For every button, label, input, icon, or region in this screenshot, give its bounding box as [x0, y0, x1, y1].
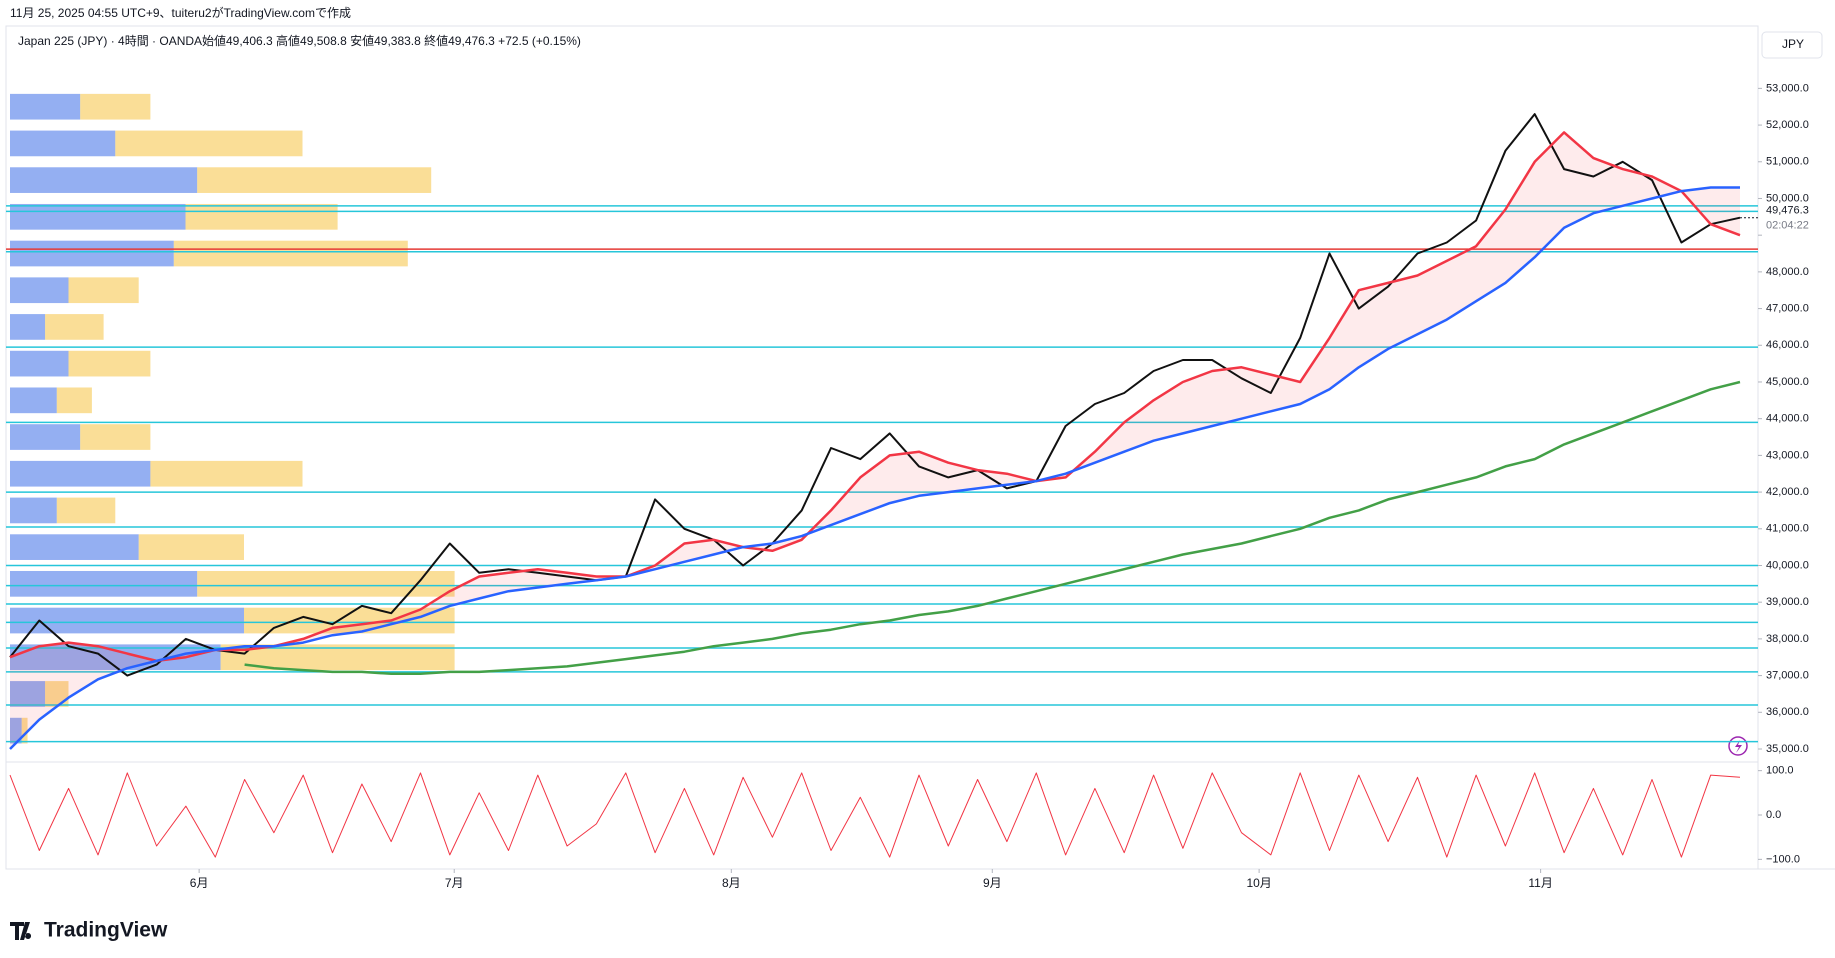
volume-up — [10, 167, 198, 193]
volume-up — [10, 460, 151, 487]
volume-up — [10, 277, 69, 304]
y-tick-label: 46,000.0 — [1766, 339, 1809, 351]
volume-up — [10, 717, 22, 744]
volume-up — [10, 681, 46, 707]
volume-down — [173, 240, 408, 267]
volume-down — [244, 607, 455, 634]
y-tick-label: 43,000.0 — [1766, 449, 1809, 461]
x-tick-label: 11月 — [1528, 876, 1552, 890]
volume-up — [10, 203, 186, 230]
y-tick-label: 44,000.0 — [1766, 413, 1809, 425]
caption: 11月 25, 2025 04:55 UTC+9、tuiteru2がTradin… — [10, 5, 351, 20]
series-line — [244, 380, 1741, 676]
volume-up — [10, 607, 244, 634]
volume-down — [150, 460, 303, 487]
volume-up — [10, 350, 69, 377]
y-tick-label: 53,000.0 — [1766, 82, 1809, 94]
y-tick-label: 39,000.0 — [1766, 596, 1809, 608]
y-tick-label: 48,000.0 — [1766, 266, 1809, 278]
pane: 35,000.0 36,000.0 37,000.0 38,000.0 39,000.0… — [6, 82, 1809, 890]
volume-down — [197, 570, 455, 597]
ohlc-legend: 始値49,406.3 高値49,508.8 安値49,383.8 終値49,47… — [202, 33, 581, 48]
volume-down — [197, 167, 432, 193]
volume-up — [10, 130, 116, 157]
y-tick-label: 41,000.0 — [1766, 523, 1809, 535]
y-tick-label: 100.0 — [1766, 765, 1794, 777]
y-tick-label: −100.0 — [1766, 853, 1800, 865]
volume-up — [10, 314, 46, 340]
volume-down — [21, 717, 28, 744]
x-tick-label: 9月 — [983, 876, 1002, 890]
series-line — [9, 131, 1741, 663]
volume-up — [10, 534, 139, 560]
y-tick-label: 37,000.0 — [1766, 669, 1809, 681]
volume-down — [138, 534, 244, 560]
y-tick-label: 35,000.0 — [1766, 743, 1809, 755]
volume-down — [56, 387, 92, 414]
series-line — [9, 113, 1741, 677]
logo: TradingView — [10, 919, 168, 942]
volume-up — [10, 424, 81, 450]
y-tick-label: 50,000.0 — [1766, 192, 1809, 204]
price-label: 49,476.3 — [1766, 205, 1809, 217]
pane: 100.0 0.0 −100.0 — [9, 765, 1800, 865]
y-tick-label: 0.0 — [1766, 809, 1781, 821]
x-tick-label: 6月 — [190, 876, 209, 890]
volume-down — [68, 277, 139, 304]
volume-down — [115, 130, 303, 157]
y-tick-label: 36,000.0 — [1766, 706, 1809, 718]
x-tick-label: 10月 — [1246, 876, 1271, 890]
logo-mark — [10, 922, 32, 940]
volume-down — [45, 681, 69, 707]
volume-down — [68, 350, 151, 377]
volume-up — [10, 240, 174, 267]
volume-up — [10, 570, 198, 597]
logo-text: TradingView — [44, 919, 168, 942]
volume-down — [45, 314, 104, 340]
y-tick-label: 51,000.0 — [1766, 156, 1809, 168]
y-tick-label: 40,000.0 — [1766, 559, 1809, 571]
volume-down — [56, 497, 116, 524]
y-tick-label: 45,000.0 — [1766, 376, 1809, 388]
volume-up — [10, 497, 57, 524]
x-tick-label: 7月 — [445, 876, 464, 890]
y-tick-label: 52,000.0 — [1766, 119, 1809, 131]
y-tick-label: 42,000.0 — [1766, 486, 1809, 498]
currency-label: JPY — [1782, 37, 1804, 51]
volume-up — [10, 387, 57, 414]
volume-down — [80, 424, 151, 450]
ma-fill — [10, 132, 1740, 749]
currency-button[interactable] — [1761, 31, 1823, 59]
x-tick-label: 8月 — [722, 876, 741, 890]
y-tick-label: 38,000.0 — [1766, 633, 1809, 645]
series-line — [9, 772, 1741, 858]
symbol-title: Japan 225 (JPY) · 4時間 · OANDA — [18, 34, 202, 48]
countdown: 02:04:22 — [1766, 220, 1809, 232]
series-line — [9, 186, 1740, 750]
alert-bolt — [1735, 740, 1742, 753]
volume-down — [185, 203, 338, 230]
volume-up — [10, 93, 81, 120]
volume-down — [80, 93, 151, 120]
y-tick-label: 47,000.0 — [1766, 302, 1809, 314]
